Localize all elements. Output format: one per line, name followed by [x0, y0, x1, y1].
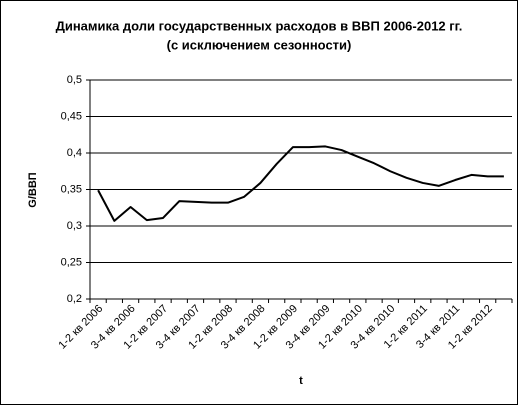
- y-tick-label: 0,5: [67, 74, 82, 86]
- y-tick-label: 0,3: [67, 220, 82, 232]
- x-axis-title: t: [299, 375, 303, 387]
- y-tick-label: 0,4: [67, 147, 82, 159]
- y-axis-title: G/ВВП: [27, 172, 39, 208]
- line-series: [97, 145, 504, 222]
- chart-title: Динамика доли государственных расходов в…: [56, 18, 463, 33]
- y-tick-label: 0,35: [61, 183, 82, 195]
- y-tick-label: 0,25: [61, 256, 82, 268]
- chart-subtitle: (с исключением сезонности): [167, 37, 352, 52]
- y-tick-label: 0,2: [67, 293, 82, 305]
- y-tick-label: 0,45: [61, 110, 82, 122]
